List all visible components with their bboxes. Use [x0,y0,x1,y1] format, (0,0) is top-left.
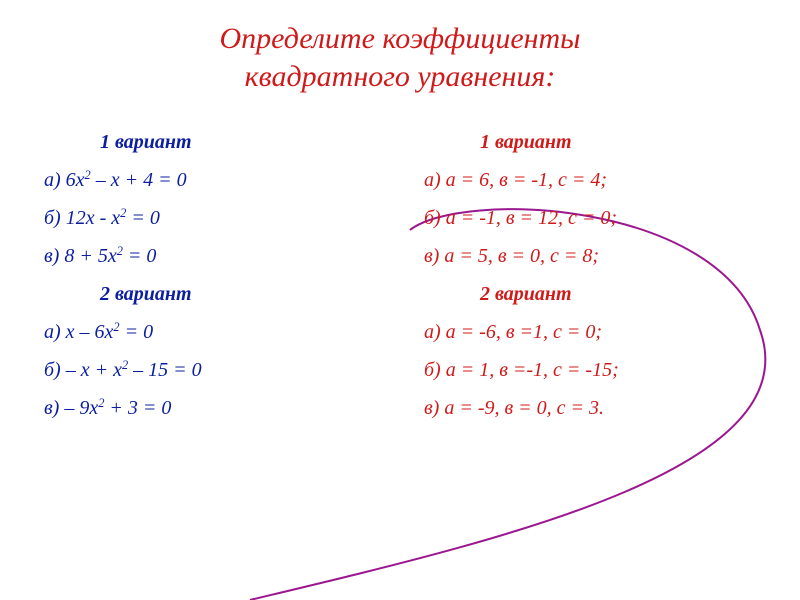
right-v2-c: в) а = -9, в = 0, с = 3. [424,389,800,427]
title-line-2: квадратного уравнения: [0,58,800,96]
left-v2-a: а) х – 6х2 = 0 [44,313,400,351]
right-v2-a: а) а = -6, в =1, с = 0; [424,313,800,351]
right-column: 1 вариант а) а = 6, в = -1, с = 4; б) а … [400,123,800,427]
right-v1-header: 1 вариант [424,123,800,161]
left-v2-b: б) – х + х2 – 15 = 0 [44,351,400,389]
left-v2-header: 2 вариант [44,275,400,313]
right-v2-header: 2 вариант [424,275,800,313]
right-v1-c: в) а = 5, в = 0, с = 8; [424,237,800,275]
left-v1-c: в) 8 + 5х2 = 0 [44,237,400,275]
title-line-1: Определите коэффициенты [0,20,800,58]
left-v2-c: в) – 9х2 + 3 = 0 [44,389,400,427]
right-v1-b: б) а = -1, в = 12, с = 0; [424,199,800,237]
content-area: 1 вариант а) 6х2 – х + 4 = 0 б) 12х - х2… [0,123,800,427]
left-v1-a: а) 6х2 – х + 4 = 0 [44,161,400,199]
left-column: 1 вариант а) 6х2 – х + 4 = 0 б) 12х - х2… [0,123,400,427]
right-v2-b: б) а = 1, в =-1, с = -15; [424,351,800,389]
left-v1-b: б) 12х - х2 = 0 [44,199,400,237]
right-v1-a: а) а = 6, в = -1, с = 4; [424,161,800,199]
left-v1-header: 1 вариант [44,123,400,161]
slide-title: Определите коэффициенты квадратного урав… [0,0,800,95]
